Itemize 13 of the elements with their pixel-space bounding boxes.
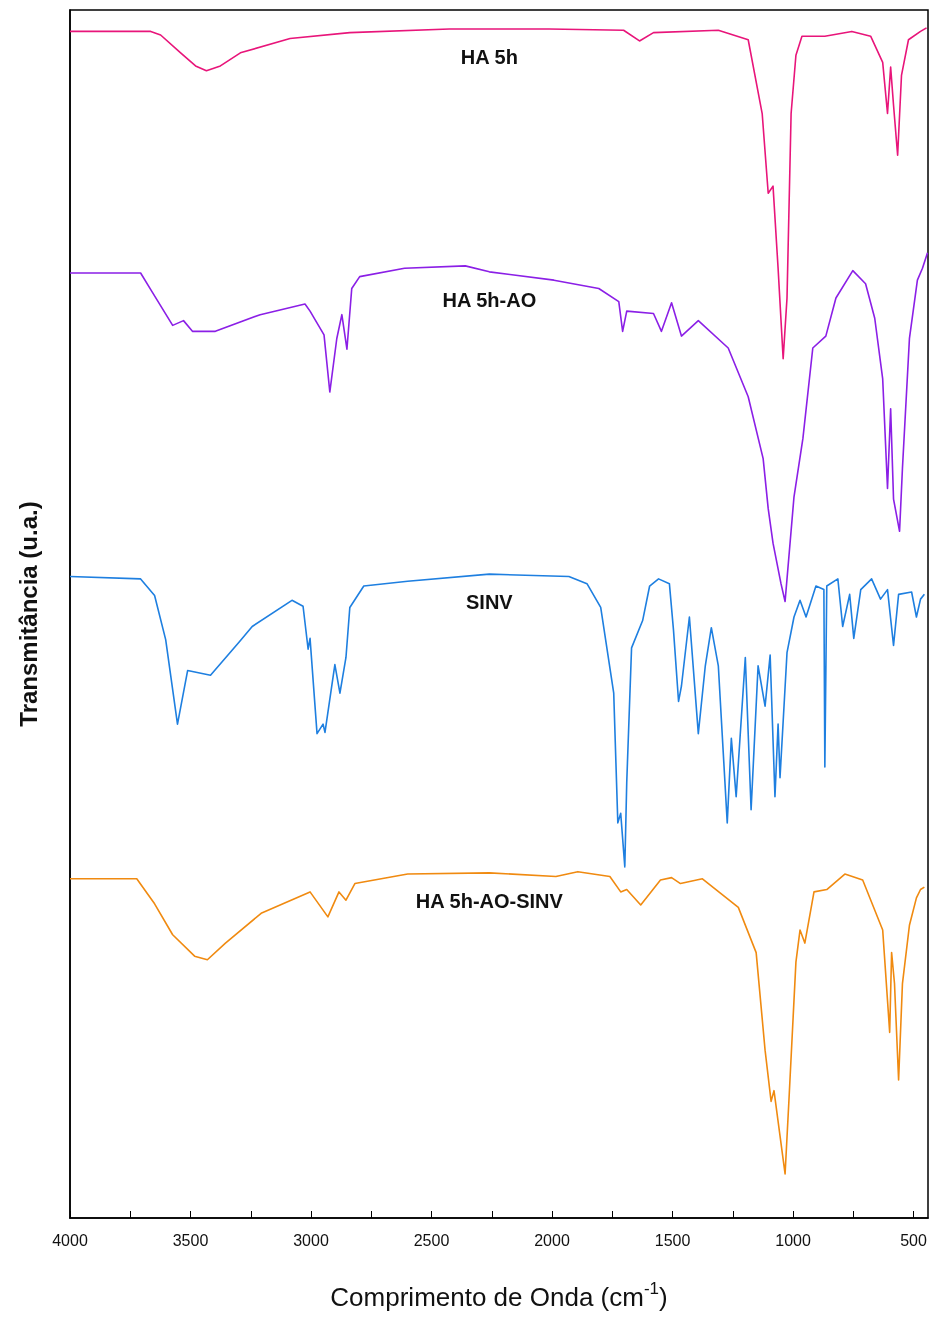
x-tick-label: 3500 [172, 1231, 209, 1249]
y-axis-title: Transmitância (u.a.) [14, 501, 42, 727]
x-tick-label: 3000 [293, 1231, 329, 1249]
series-label: SINV [466, 591, 514, 614]
series-label: HA 5h-AO-SINV [415, 889, 564, 912]
series-label: HA 5h-AO [442, 288, 537, 311]
x-tick-label: 2000 [534, 1231, 570, 1249]
x-tick-label: 4000 [52, 1231, 88, 1249]
x-tick-label: 1500 [654, 1231, 691, 1249]
x-tick-label: 500 [900, 1231, 927, 1249]
x-tick-label: 1000 [775, 1231, 811, 1249]
series-label: HA 5h [460, 46, 518, 69]
x-tick-label: 2500 [413, 1231, 450, 1249]
